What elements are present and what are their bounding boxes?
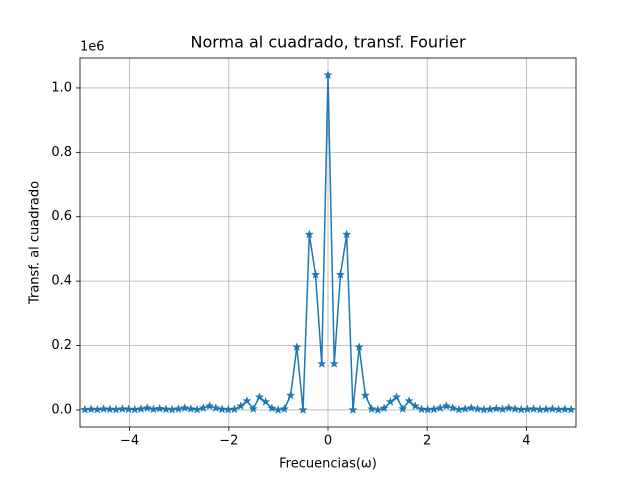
data-point [323, 70, 333, 80]
data-point [535, 404, 545, 414]
data-point [292, 342, 302, 352]
data-point [242, 395, 252, 405]
data-point [385, 396, 396, 406]
data-point [298, 404, 308, 414]
y-tick-label: 0.8 [51, 145, 72, 160]
data-point [566, 404, 576, 414]
data-point [148, 404, 159, 414]
data-point [204, 401, 215, 411]
data-point [161, 404, 171, 414]
data-point [317, 358, 327, 368]
data-point [479, 404, 489, 414]
data-point [80, 404, 90, 414]
data-point [304, 229, 315, 239]
y-axis-label: Transf. al cuadrado [28, 181, 43, 305]
data-point [179, 403, 190, 413]
data-point [423, 404, 433, 414]
data-point [92, 404, 103, 414]
data-point [142, 403, 152, 413]
data-point [560, 404, 570, 414]
x-tick-label: 4 [522, 434, 530, 449]
data-point [354, 342, 364, 352]
data-point [285, 390, 296, 400]
plot-area [80, 70, 576, 414]
data-point [547, 404, 558, 413]
y-offset-label: 1e6 [80, 40, 105, 55]
y-tick-label: 0.4 [51, 274, 72, 289]
data-point [472, 404, 483, 413]
data-point [130, 404, 140, 414]
data-point [279, 404, 290, 413]
data-point [260, 396, 271, 406]
data-point [447, 403, 458, 413]
data-point [398, 404, 408, 413]
data-point [154, 403, 165, 413]
y-tick-label: 1.0 [51, 80, 72, 95]
data-point [254, 392, 265, 402]
data-point [105, 404, 115, 414]
x-tick-label: 0 [324, 434, 332, 449]
data-point [360, 390, 371, 400]
data-point [223, 404, 233, 414]
y-tick-label: 0.0 [51, 402, 72, 417]
data-point [111, 404, 121, 414]
data-point [229, 404, 240, 414]
data-point [310, 269, 321, 279]
data-point [192, 404, 202, 414]
data-point [379, 403, 389, 413]
data-point [528, 404, 539, 413]
ticks: −4 −2 0 2 4 0.0 0.2 0.4 0.6 0.8 1.0 [51, 80, 530, 448]
data-point [167, 404, 177, 414]
data-point [123, 404, 134, 414]
data-point [173, 404, 184, 413]
x-tick-label: −2 [219, 434, 238, 449]
data-point [404, 395, 414, 405]
data-point [391, 392, 402, 402]
data-point [366, 404, 377, 413]
data-point [516, 404, 526, 414]
data-point [335, 269, 346, 279]
data-point [441, 401, 452, 411]
data-point [522, 404, 533, 414]
data-point [466, 403, 477, 413]
data-point [136, 404, 146, 413]
data-point [117, 404, 128, 413]
data-point [553, 404, 564, 414]
data-point [248, 404, 258, 413]
data-point [98, 404, 109, 413]
data-point [373, 404, 383, 414]
data-point [410, 401, 420, 411]
data-point [435, 403, 445, 413]
y-tick-label: 0.2 [51, 338, 72, 353]
data-point [211, 403, 221, 413]
data-point [510, 404, 520, 413]
x-axis-label: Frecuencias(ω) [279, 457, 377, 472]
data-point [329, 358, 339, 368]
data-point [429, 404, 439, 414]
data-point [198, 403, 209, 413]
y-tick-label: 0.6 [51, 209, 72, 224]
chart-title: Norma al cuadrado, transf. Fourier [190, 33, 465, 52]
data-point [416, 404, 427, 414]
data-point [86, 404, 96, 414]
data-point [491, 403, 502, 413]
data-point [273, 404, 283, 414]
data-point [541, 404, 551, 414]
data-point [236, 401, 246, 411]
data-point [504, 403, 514, 413]
data-point [217, 404, 227, 414]
data-point [267, 403, 277, 413]
grid [80, 58, 576, 427]
x-tick-label: 2 [423, 434, 431, 449]
x-tick-label: −4 [120, 434, 139, 449]
data-point [186, 404, 196, 413]
data-point [497, 404, 508, 414]
data-point [341, 229, 352, 239]
data-point [460, 404, 470, 413]
data-point [485, 404, 495, 414]
data-point [348, 404, 358, 414]
